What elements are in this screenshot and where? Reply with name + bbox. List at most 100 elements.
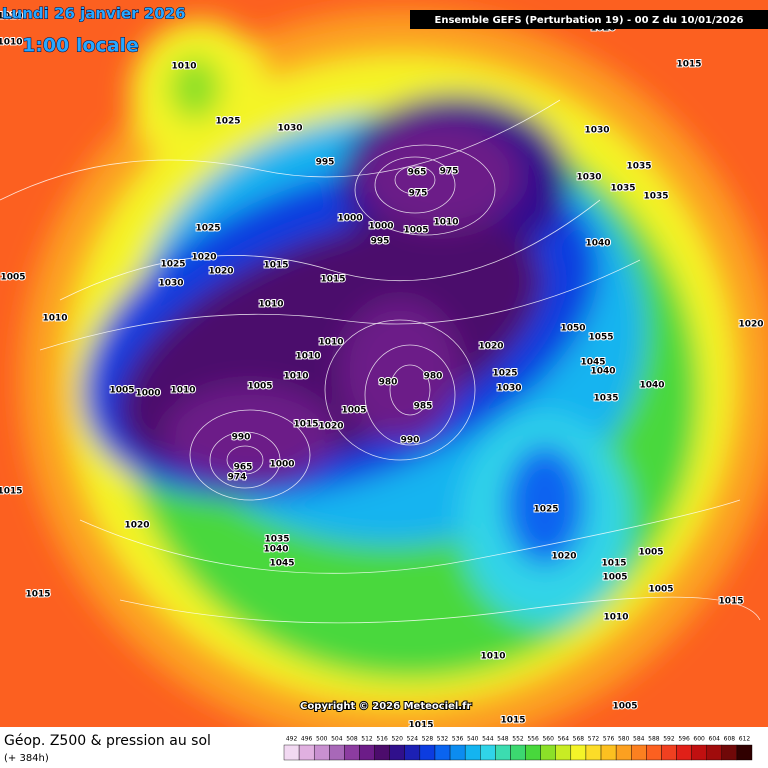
pressure-label: 1005 [0, 273, 25, 283]
legend-tick-label: 516 [376, 736, 388, 743]
geopotential-field [0, 0, 768, 727]
pressure-label: 1035 [264, 535, 289, 545]
pressure-label: 1055 [588, 333, 613, 343]
copyright: Copyright © 2026 Meteociel.fr [300, 701, 471, 712]
pressure-label: 965 [408, 168, 427, 178]
legend-tick-label: 592 [663, 736, 675, 743]
legend-swatch [676, 744, 692, 761]
legend-tick-label: 528 [422, 736, 434, 743]
forecast-time: 1:00 locale [22, 35, 139, 57]
legend-swatch [570, 744, 587, 761]
legend-tick-label: 600 [693, 736, 705, 743]
pressure-label: 985 [414, 402, 433, 412]
pressure-label: 1025 [533, 505, 558, 515]
pressure-label: 1020 [124, 521, 149, 531]
pressure-label: 1020 [478, 342, 503, 352]
pressure-label: 1010 [171, 62, 196, 72]
pressure-label: 1020 [738, 320, 763, 330]
legend-swatch [736, 744, 753, 761]
pressure-label: 974 [228, 473, 247, 483]
pressure-label: 1015 [0, 487, 23, 497]
pressure-label: 1015 [676, 60, 701, 70]
pressure-label: 975 [409, 189, 428, 199]
pressure-label: 1050 [560, 324, 585, 334]
pressure-label: 980 [379, 378, 398, 388]
legend-swatch [434, 744, 451, 761]
pressure-label: 1010 [258, 300, 283, 310]
legend-swatch [464, 744, 481, 761]
pressure-label: 1030 [576, 173, 601, 183]
legend-swatch [555, 744, 572, 761]
pressure-label: 1030 [277, 124, 302, 134]
pressure-label: 1000 [337, 214, 362, 224]
pressure-label: 1030 [584, 126, 609, 136]
legend-swatch [495, 744, 511, 761]
field-region [340, 300, 460, 440]
pressure-label: 1005 [638, 548, 663, 558]
legend-swatch [631, 744, 647, 761]
legend-tick-label: 568 [573, 736, 585, 743]
pressure-label: 1010 [603, 613, 628, 623]
legend-tick-label: 584 [633, 736, 645, 743]
forecast-lead: (+ 384h) [4, 753, 49, 764]
legend-tick-label: 524 [407, 736, 419, 743]
pressure-label: 1045 [269, 559, 294, 569]
pressure-label: 1030 [496, 384, 521, 394]
legend-tick-label: 512 [361, 736, 373, 743]
legend-tick-label: 536 [452, 736, 464, 743]
legend-swatch [298, 744, 315, 761]
pressure-label: 1015 [25, 590, 50, 600]
pressure-label: 1020 [551, 552, 576, 562]
legend-tick-label: 556 [527, 736, 539, 743]
pressure-label: 1020 [191, 253, 216, 263]
legend-tick-label: 540 [467, 736, 479, 743]
pressure-label: 1025 [195, 224, 220, 234]
legend-swatch [661, 744, 677, 761]
legend-swatch [374, 744, 390, 761]
pressure-label: 1015 [500, 716, 525, 726]
pressure-label: 1035 [593, 394, 618, 404]
legend-swatch [313, 744, 330, 761]
pressure-label: 990 [232, 433, 251, 443]
field-region [505, 445, 585, 565]
legend-tick-label: 608 [724, 736, 736, 743]
field-region [169, 56, 221, 120]
legend-tick-label: 564 [558, 736, 570, 743]
pressure-label: 1005 [247, 382, 272, 392]
pressure-label: 1010 [480, 652, 505, 662]
legend-tick-label: 580 [618, 736, 630, 743]
legend-swatch [510, 744, 526, 761]
legend-swatch [615, 744, 632, 761]
pressure-label: 980 [424, 372, 443, 382]
pressure-label: 1005 [403, 226, 428, 236]
pressure-labels: 1010 1010 1010 1025 1030 1015 1030 1035 1030 1035… [0, 11, 765, 732]
pressure-label: 1000 [269, 460, 294, 470]
legend-swatch [449, 744, 466, 761]
pressure-label: 1035 [643, 192, 668, 202]
legend-swatch [540, 744, 556, 761]
pressure-label: 1010 [0, 12, 23, 22]
footer-title: Géop. Z500 & pression au sol [4, 733, 211, 749]
legend-swatch [329, 744, 345, 761]
run-box [410, 10, 768, 29]
legend-tick-label: 548 [497, 736, 509, 743]
pressure-label: 1010 [42, 314, 67, 324]
legend-swatch [419, 744, 436, 761]
legend-tick-label: 532 [437, 736, 449, 743]
legend-swatch [691, 744, 707, 761]
pressure-label: 965 [234, 463, 253, 473]
legend-tick-label: 596 [678, 736, 690, 743]
pressure-label: 1040 [585, 239, 610, 249]
legend-swatch [404, 744, 421, 761]
legend-swatch [600, 744, 617, 761]
pressure-label: 1005 [602, 573, 627, 583]
pressure-label: 990 [401, 436, 420, 446]
pressure-label: 1040 [590, 367, 615, 377]
legend-tick-label: 560 [542, 736, 554, 743]
pressure-label: 1010 [318, 338, 343, 348]
pressure-label: 1035 [610, 184, 635, 194]
legend-tick-label: 508 [346, 736, 358, 743]
pressure-label: 1015 [718, 597, 743, 607]
legend-swatch [706, 744, 723, 761]
